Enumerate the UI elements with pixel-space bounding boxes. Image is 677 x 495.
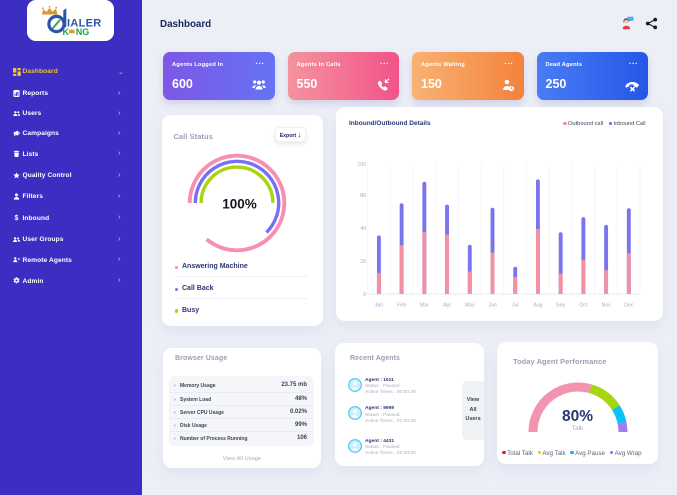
svg-text:Nov: Nov [601, 303, 611, 309]
svg-text:80: 80 [360, 193, 366, 199]
svg-text:Jan: Jan [375, 303, 383, 309]
svg-text:Oct: Oct [579, 303, 588, 309]
svg-text:K: K [62, 27, 69, 37]
svg-text:100%: 100% [222, 196, 257, 211]
svg-text:Mar: Mar [420, 303, 429, 309]
svg-text:Aug: Aug [533, 303, 542, 309]
svg-text:$: $ [14, 215, 18, 221]
svg-text:0: 0 [363, 292, 366, 298]
svg-text:NG: NG [75, 27, 89, 37]
svg-text:Dec: Dec [624, 303, 634, 309]
svg-text:Apr: Apr [443, 303, 451, 309]
svg-text:May: May [465, 303, 475, 309]
svg-text:100: 100 [357, 162, 366, 168]
svg-text:40: 40 [360, 226, 366, 232]
svg-text:Jul: Jul [512, 303, 519, 309]
svg-text:IALER: IALER [67, 18, 102, 30]
svg-text:20: 20 [360, 259, 366, 265]
svg-text:Feb: Feb [397, 303, 406, 309]
svg-text:Sep: Sep [556, 303, 565, 309]
svg-text:Jun: Jun [488, 303, 496, 309]
